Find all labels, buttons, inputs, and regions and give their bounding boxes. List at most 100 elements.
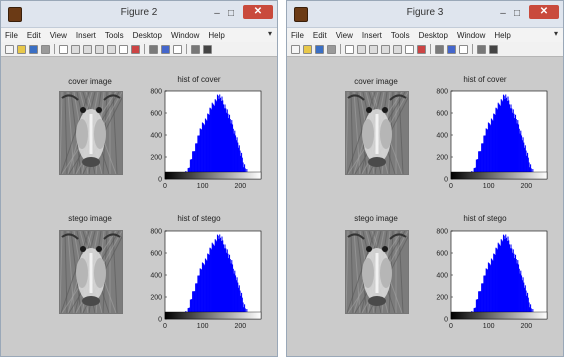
zoom-out-icon[interactable] xyxy=(369,44,378,54)
menu-file[interactable]: File xyxy=(5,30,18,40)
histogram-bar xyxy=(208,114,210,179)
histogram-bar xyxy=(194,291,196,319)
menu-window[interactable]: Window xyxy=(170,30,200,40)
y-tick-label: 200 xyxy=(436,295,448,302)
histogram-bar xyxy=(481,143,483,179)
open-file-icon[interactable] xyxy=(303,44,312,54)
histogram-bar xyxy=(230,263,232,319)
histogram-bar xyxy=(190,299,192,319)
brush-icon[interactable] xyxy=(417,44,426,54)
pan-icon[interactable] xyxy=(381,44,390,54)
new-figure-icon[interactable] xyxy=(5,44,14,54)
link-icon[interactable] xyxy=(435,44,444,54)
menu-overflow-icon[interactable]: ▾ xyxy=(553,29,558,38)
cover-image xyxy=(59,91,126,175)
maximize-button[interactable]: □ xyxy=(513,8,521,19)
menu-window[interactable]: Window xyxy=(456,30,486,40)
menu-insert[interactable]: Insert xyxy=(75,30,96,40)
figure-canvas: cover image hist of cover 0 200 400 600 800 0… xyxy=(1,57,277,356)
histogram-bar xyxy=(225,108,227,179)
histogram-bar xyxy=(478,151,480,179)
data-cursor-icon[interactable] xyxy=(119,44,128,54)
show-tools-icon[interactable] xyxy=(203,44,212,54)
minimize-button[interactable]: – xyxy=(214,8,220,19)
histogram-bar xyxy=(204,258,206,319)
minimize-button[interactable]: – xyxy=(500,8,506,19)
show-tools-icon[interactable] xyxy=(489,44,498,54)
x-tick-label: 100 xyxy=(483,323,495,330)
histogram-bar xyxy=(521,140,523,179)
histogram-bar xyxy=(242,162,244,179)
histogram-bar xyxy=(230,123,232,179)
zoom-in-icon[interactable] xyxy=(357,44,366,54)
stego-histogram: 0 200 400 600 800 0 100 200 xyxy=(150,229,262,330)
close-button[interactable]: ✕ xyxy=(243,5,273,19)
histogram-bar xyxy=(231,120,233,179)
menu-view[interactable]: View xyxy=(49,30,67,40)
legend-icon[interactable] xyxy=(173,44,182,54)
histogram-bar xyxy=(524,287,526,319)
histogram-bar xyxy=(524,285,526,319)
histogram-bar xyxy=(220,240,222,319)
histogram-bar xyxy=(481,283,483,319)
legend-icon[interactable] xyxy=(459,44,468,54)
histogram-bar xyxy=(206,260,208,319)
colorbar-icon[interactable] xyxy=(161,44,170,54)
rotate-icon[interactable] xyxy=(393,44,402,54)
menu-help[interactable]: Help xyxy=(494,30,511,40)
histogram-bar xyxy=(200,268,202,319)
y-tick-label: 600 xyxy=(436,251,448,258)
histogram-bar xyxy=(478,291,480,319)
histogram-bar xyxy=(511,248,513,319)
zoom-in-icon[interactable] xyxy=(71,44,80,54)
histogram-bar xyxy=(510,244,512,319)
menu-desktop[interactable]: Desktop xyxy=(132,30,162,40)
menu-insert[interactable]: Insert xyxy=(361,30,382,40)
menu-view[interactable]: View xyxy=(335,30,353,40)
histogram-bar xyxy=(487,262,489,319)
histogram-bar xyxy=(237,142,239,179)
open-file-icon[interactable] xyxy=(17,44,26,54)
print-icon[interactable] xyxy=(41,44,50,54)
mandrill-photo xyxy=(345,230,412,314)
save-icon[interactable] xyxy=(29,44,38,54)
title-bar[interactable]: Figure 2 – □ ✕ xyxy=(1,1,277,28)
print-icon[interactable] xyxy=(327,44,336,54)
hide-tools-icon[interactable] xyxy=(191,44,200,54)
title-bar[interactable]: Figure 3 – □ ✕ xyxy=(287,1,563,28)
histogram-bar xyxy=(207,113,209,179)
menu-overflow-icon[interactable]: ▾ xyxy=(267,29,272,38)
pointer-icon[interactable] xyxy=(59,44,68,54)
data-cursor-icon[interactable] xyxy=(405,44,414,54)
link-icon[interactable] xyxy=(149,44,158,54)
histogram-bar xyxy=(213,104,215,179)
maximize-button[interactable]: □ xyxy=(227,8,235,19)
histogram-bar xyxy=(201,122,203,179)
brush-icon[interactable] xyxy=(131,44,140,54)
y-tick-label: 0 xyxy=(158,317,162,324)
menu-help[interactable]: Help xyxy=(208,30,225,40)
menu-desktop[interactable]: Desktop xyxy=(418,30,448,40)
save-icon[interactable] xyxy=(315,44,324,54)
menu-tools[interactable]: Tools xyxy=(104,30,124,40)
menu-edit[interactable]: Edit xyxy=(312,30,327,40)
menu-edit[interactable]: Edit xyxy=(26,30,41,40)
colorbar-icon[interactable] xyxy=(447,44,456,54)
histogram-bar xyxy=(214,239,216,319)
pan-icon[interactable] xyxy=(95,44,104,54)
hide-tools-icon[interactable] xyxy=(477,44,486,54)
zoom-out-icon[interactable] xyxy=(83,44,92,54)
histogram-bar xyxy=(499,244,501,319)
cover-histogram: 0 200 400 600 800 0 100 200 xyxy=(150,89,262,190)
histogram-bar xyxy=(505,234,507,319)
histogram-bar xyxy=(506,240,508,319)
histogram-bar xyxy=(478,151,480,179)
histogram-bar xyxy=(221,236,223,319)
pointer-icon[interactable] xyxy=(345,44,354,54)
menu-tools[interactable]: Tools xyxy=(390,30,410,40)
y-tick-label: 600 xyxy=(150,251,162,258)
rotate-icon[interactable] xyxy=(107,44,116,54)
close-button[interactable]: ✕ xyxy=(529,5,559,19)
new-figure-icon[interactable] xyxy=(291,44,300,54)
menu-file[interactable]: File xyxy=(291,30,304,40)
